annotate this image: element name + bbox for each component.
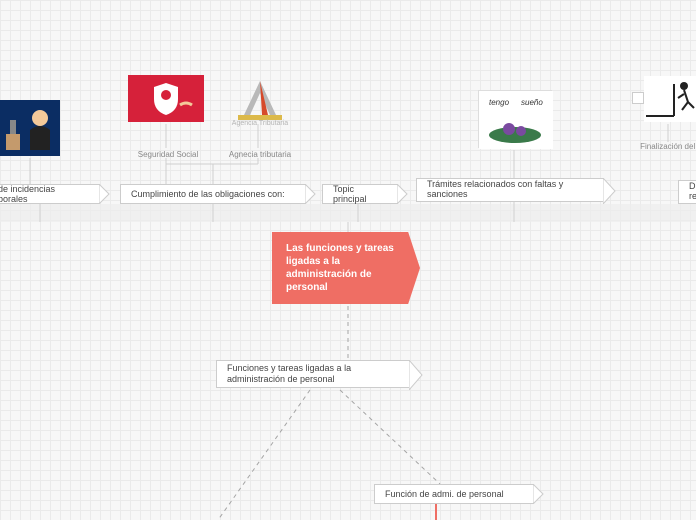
illustration-person [0, 100, 60, 156]
central-label: Las funciones y tareas ligadas a la admi… [286, 243, 394, 293]
node-partial-right[interactable]: Dre [678, 180, 696, 204]
node-funcion-admi[interactable]: Función de admi. de personal [374, 484, 534, 504]
node-topic-label: Topic principal [333, 184, 388, 204]
svg-text:tengo: tengo [489, 98, 510, 107]
illustration-sleep: tengo sueño [478, 90, 552, 148]
central-node[interactable]: Las funciones y tareas ligadas a la admi… [272, 232, 420, 304]
node-cumplimiento[interactable]: Cumplimiento de las obligaciones con: [120, 184, 306, 204]
node-incidencias-label: s de incidencias laborales [0, 184, 90, 204]
sublabel-agencia: Agnecia tributaria [220, 150, 300, 159]
placeholder-square [632, 92, 644, 104]
illustration-agencia-logo [232, 75, 288, 123]
illustration-fall [644, 76, 696, 122]
svg-text:sueño: sueño [521, 98, 543, 107]
sublabel-seguridad: Seguridad Social [128, 150, 208, 159]
node-incidencias[interactable]: s de incidencias laborales [0, 184, 100, 204]
node-funciones-sub[interactable]: Funciones y tareas ligadas a la administ… [216, 360, 410, 388]
node-funcion-admi-label: Función de admi. de personal [385, 489, 504, 499]
node-tramites-label: Trámites relacionados con faltas y sanci… [427, 180, 594, 200]
sublabel-finalizacion: Finalización del co [628, 142, 696, 151]
logo-caption-agencia: Agencia Tributaria [220, 120, 300, 127]
node-partial-right-label: Dre [689, 182, 696, 202]
node-topic[interactable]: Topic principal [322, 184, 398, 204]
illustration-shield [128, 75, 204, 122]
node-cumplimiento-label: Cumplimiento de las obligaciones con: [131, 189, 285, 199]
node-tramites[interactable]: Trámites relacionados con faltas y sanci… [416, 178, 604, 202]
node-funciones-sub-label: Funciones y tareas ligadas a la administ… [227, 363, 400, 385]
